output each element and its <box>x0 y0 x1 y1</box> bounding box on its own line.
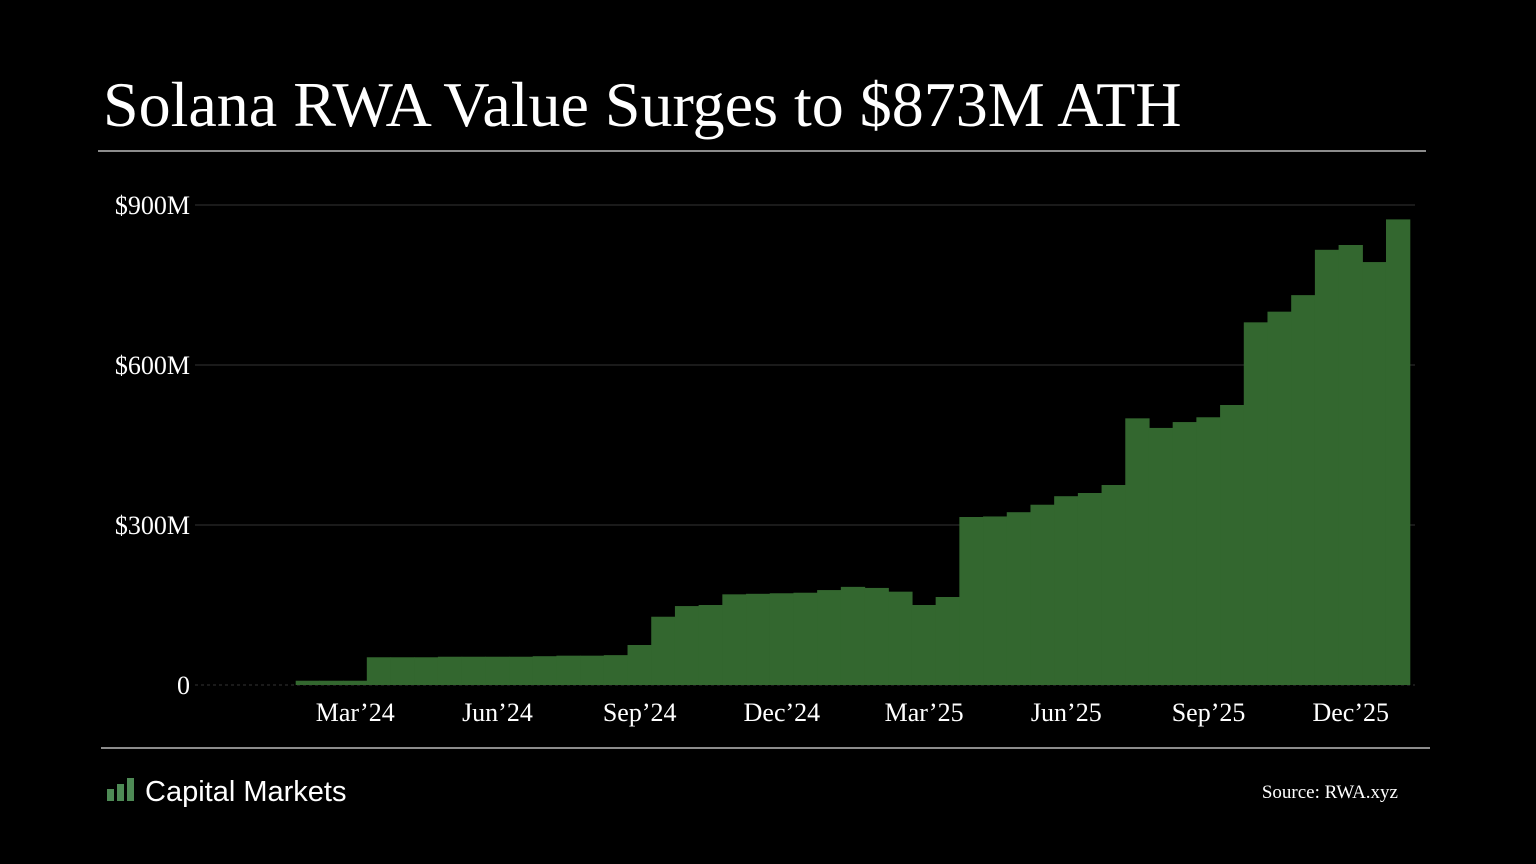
bar <box>674 606 700 685</box>
brand-logo <box>107 778 134 801</box>
bar <box>556 655 581 685</box>
x-tick-label: Mar’25 <box>885 698 964 727</box>
bar <box>1314 249 1340 686</box>
bar <box>485 656 510 685</box>
bar <box>603 655 629 685</box>
source: Source: RWA.xyz <box>1262 782 1398 803</box>
bar <box>793 592 818 685</box>
chart-title: Solana RWA Value Surges to $873M ATH <box>103 69 1182 140</box>
bar <box>1125 418 1150 685</box>
bar <box>817 590 842 685</box>
bar <box>1196 417 1221 685</box>
bar <box>769 593 795 685</box>
bar <box>1077 493 1103 685</box>
bar <box>888 591 913 685</box>
bar <box>1101 485 1126 685</box>
bar <box>983 516 1008 685</box>
bar <box>864 587 889 685</box>
logo-bar <box>107 789 114 801</box>
bar <box>746 593 771 685</box>
bar <box>1220 405 1245 685</box>
bar <box>911 605 937 685</box>
x-tick-label: Jun’24 <box>462 698 533 727</box>
bar <box>366 657 392 685</box>
bar <box>319 680 344 685</box>
bar <box>532 656 558 685</box>
y-tick-label: $600M <box>115 351 190 380</box>
y-tick-label: $300M <box>115 511 190 540</box>
x-tick-label: Dec’24 <box>744 698 821 727</box>
bar <box>1148 427 1174 685</box>
bar <box>1030 504 1055 685</box>
bar <box>1362 262 1387 685</box>
brand-name: Capital Markets <box>145 776 346 808</box>
plot-area: 0 $300M $600M $900M Mar’24 Jun’24 Sep’24 Dec’24… <box>115 191 1415 727</box>
bar <box>580 655 605 685</box>
bar <box>414 657 439 685</box>
bar <box>1267 311 1292 685</box>
bar <box>461 656 486 685</box>
bar <box>627 645 652 685</box>
bar <box>1385 219 1411 685</box>
y-tick-label: $900M <box>115 191 190 220</box>
bar <box>1172 422 1197 685</box>
bar <box>343 680 368 685</box>
bar <box>1243 322 1269 685</box>
bar <box>1291 295 1316 685</box>
x-tick-label: Jun’25 <box>1031 698 1102 727</box>
bar <box>959 517 984 685</box>
bar <box>295 680 321 685</box>
y-tick-label: 0 <box>177 671 190 700</box>
bar <box>1006 512 1032 685</box>
bar <box>390 657 415 685</box>
logo-bar <box>117 784 124 801</box>
bar <box>509 656 534 685</box>
x-tick-label: Dec’25 <box>1312 698 1389 727</box>
bar <box>722 594 747 685</box>
bar <box>437 656 463 685</box>
x-tick-label: Sep’25 <box>1172 698 1246 727</box>
bar <box>840 586 866 685</box>
bar <box>935 597 960 685</box>
bar <box>651 616 676 685</box>
x-tick-label: Mar’24 <box>316 698 395 727</box>
bar <box>698 605 723 685</box>
bar <box>1338 245 1363 685</box>
x-tick-label: Sep’24 <box>603 698 677 727</box>
logo-bar <box>127 778 134 801</box>
bar <box>1054 496 1079 685</box>
